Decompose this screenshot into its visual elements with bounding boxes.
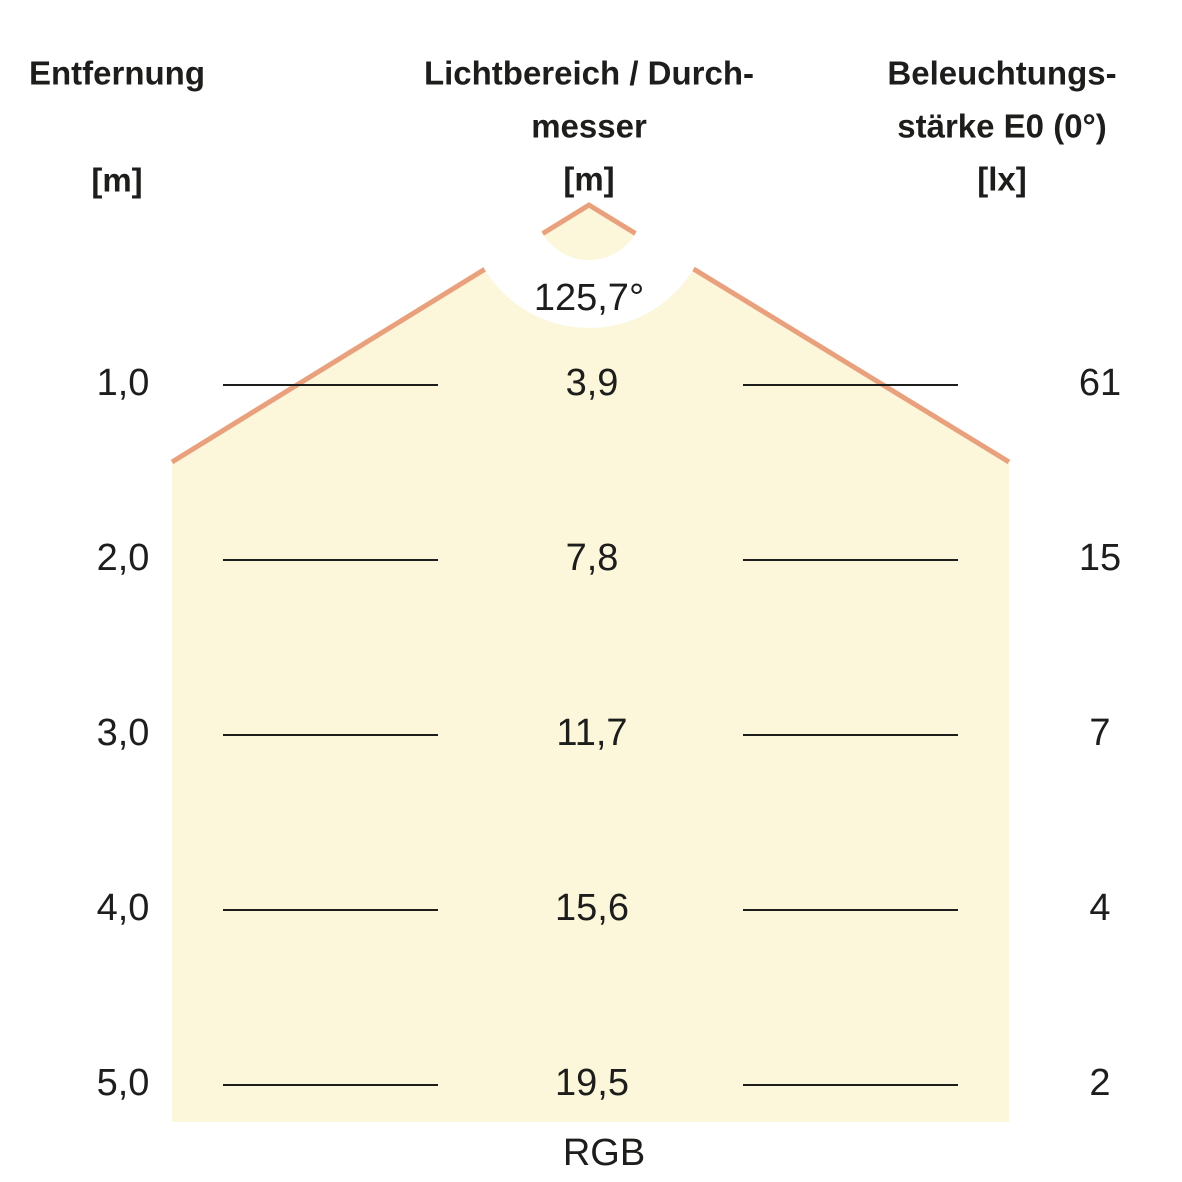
diameter-column-title-line2: messer bbox=[531, 107, 647, 145]
distance-column-title: Entfernung bbox=[29, 54, 205, 92]
light-source-type-label: RGB bbox=[562, 1132, 646, 1174]
diameter-value: 19,5 bbox=[555, 1062, 629, 1104]
diameter-value: 15,6 bbox=[555, 887, 629, 929]
distance-value: 4,0 bbox=[96, 887, 150, 929]
illuminance-value: 2 bbox=[1089, 1062, 1111, 1104]
illuminance-value: 15 bbox=[1078, 537, 1122, 579]
distance-value: 2,0 bbox=[96, 537, 150, 579]
diameter-value: 11,7 bbox=[556, 712, 628, 754]
illuminance-unit-label: [lx] bbox=[977, 160, 1027, 198]
illuminance-column-title-line2: stärke E0 (0°) bbox=[897, 107, 1107, 145]
distance-value: 5,0 bbox=[96, 1062, 150, 1104]
row-tick-lines bbox=[223, 384, 958, 1086]
diameter-column-title-line1: Lichtbereich / Durch- bbox=[423, 54, 755, 92]
angle-gap-band bbox=[467, 84, 711, 328]
diameter-unit-label: [m] bbox=[563, 160, 615, 198]
beam-edge-lines bbox=[170, 202, 1011, 465]
distance-value: 1,0 bbox=[96, 362, 150, 404]
illuminance-value: 7 bbox=[1089, 712, 1111, 754]
illuminance-value: 4 bbox=[1089, 887, 1111, 929]
beam-angle-label: 125,7° bbox=[533, 277, 645, 319]
diameter-value: 3,9 bbox=[565, 362, 619, 404]
distance-unit-label: [m] bbox=[91, 161, 143, 199]
illuminance-column-title-line1: Beleuchtungs- bbox=[887, 54, 1117, 92]
distance-value: 3,0 bbox=[96, 712, 150, 754]
illuminance-value: 61 bbox=[1078, 362, 1122, 404]
diameter-value: 7,8 bbox=[565, 537, 619, 579]
beam-cone-shape bbox=[172, 205, 1009, 1122]
